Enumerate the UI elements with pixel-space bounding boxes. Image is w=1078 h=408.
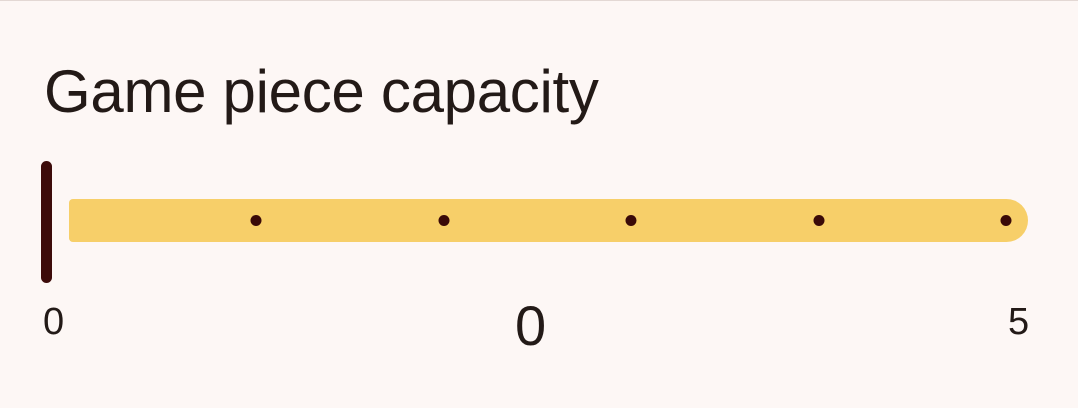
capacity-slider[interactable] — [30, 150, 1050, 290]
slider-tick-mark — [1000, 215, 1012, 226]
slider-tick-mark — [625, 215, 637, 226]
slider-track[interactable] — [69, 199, 1028, 242]
slider-thumb[interactable] — [41, 161, 52, 283]
slider-tick-mark — [813, 215, 825, 226]
slider-title: Game piece capacity — [44, 58, 599, 125]
slider-tick-mark — [438, 215, 450, 226]
slider-min-label: 0 — [43, 301, 65, 343]
top-divider — [0, 0, 1078, 1]
slider-value-label: 0 — [515, 294, 547, 357]
slider-tick-mark — [250, 215, 262, 226]
slider-max-label: 5 — [1008, 301, 1030, 343]
